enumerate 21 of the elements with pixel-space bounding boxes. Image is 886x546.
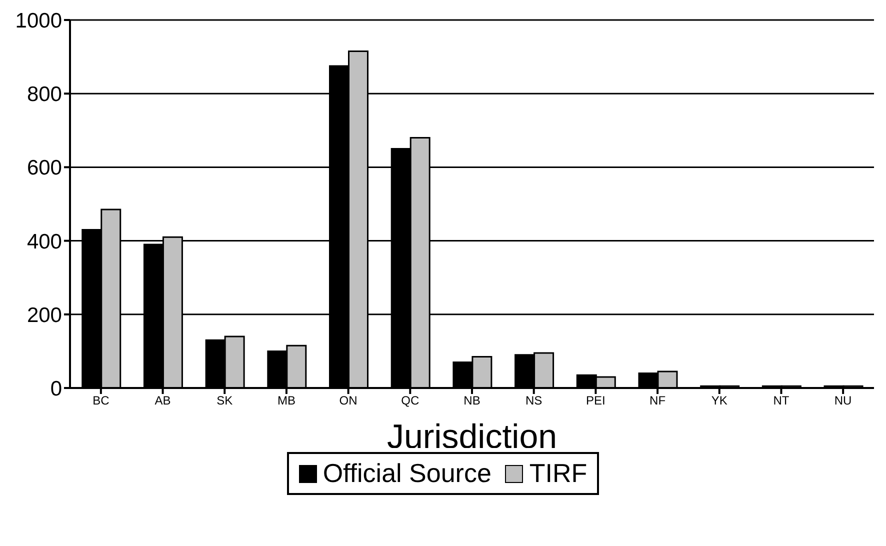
y-tick-label: 200	[26, 304, 62, 327]
legend-label: Official Source	[322, 458, 492, 489]
y-tick-label: 600	[26, 156, 62, 180]
y-tick-label: 0	[50, 377, 62, 400]
x-tick-label: NT	[773, 394, 790, 408]
x-tick-label: MB	[277, 394, 296, 408]
x-tick-label: ON	[339, 394, 358, 408]
y-tick-label: 800	[26, 83, 62, 106]
x-tick-label: QC	[401, 394, 420, 408]
y-tick-label: 1000	[15, 9, 62, 32]
x-tick-label: NU	[834, 394, 852, 408]
x-tick-label: NS	[526, 394, 542, 408]
x-tick-label: PEI	[586, 394, 606, 408]
legend-label: TIRF	[528, 458, 588, 489]
x-tick-label: YK	[711, 394, 728, 408]
x-tick-label: SK	[216, 394, 233, 408]
x-tick-label: AB	[154, 394, 171, 408]
y-tick-label: 400	[26, 230, 62, 254]
x-tick-label: NB	[464, 394, 480, 408]
x-tick-label: BC	[92, 394, 110, 408]
x-tick-label: NF	[650, 394, 666, 408]
